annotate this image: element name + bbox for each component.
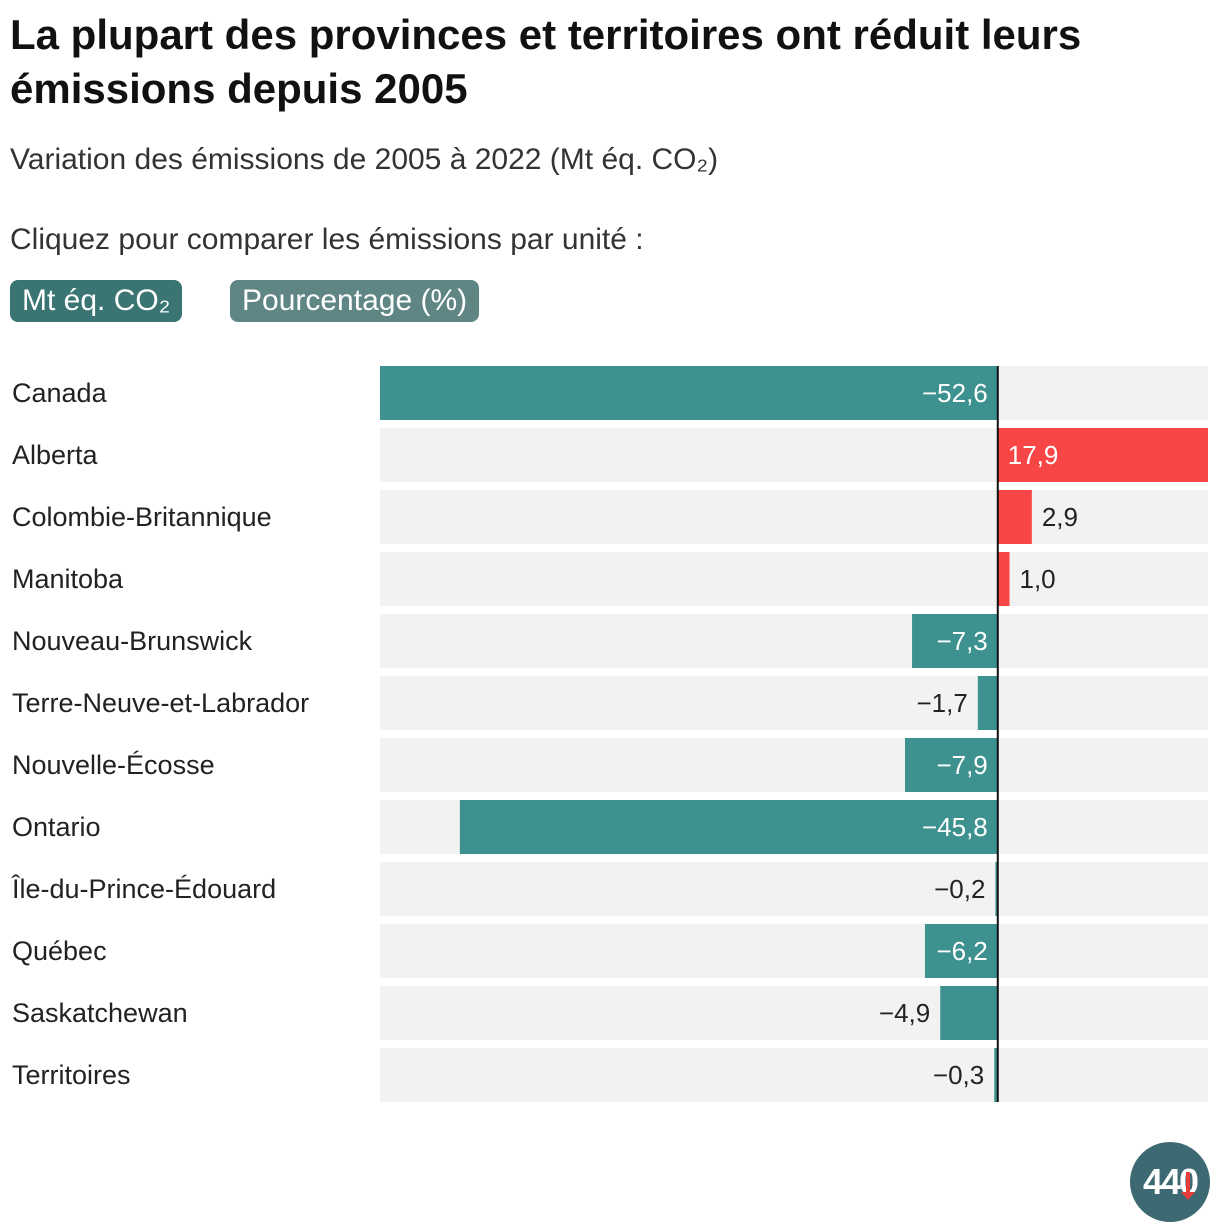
category-label: Territoires [12, 1060, 131, 1090]
data-label: 2,9 [1042, 502, 1078, 532]
data-label: 1,0 [1020, 564, 1056, 594]
data-label: −45,8 [922, 812, 988, 842]
bar-track [380, 552, 1208, 606]
category-label: Alberta [12, 440, 99, 470]
unit-mt-button[interactable]: Mt éq. CO₂ [10, 280, 183, 322]
bar [924, 924, 998, 978]
bar-track [380, 490, 1208, 544]
bar [995, 862, 998, 916]
bar [977, 676, 998, 730]
data-label: −0,3 [933, 1060, 984, 1090]
data-label: −7,9 [936, 750, 987, 780]
bar [997, 490, 1032, 544]
bar-track [380, 676, 1208, 730]
bar-track [380, 738, 1208, 792]
bar-track [380, 924, 1208, 978]
bar [940, 986, 998, 1040]
bar [997, 552, 1010, 606]
data-label: −4,9 [879, 998, 930, 1028]
category-label: Île-du-Prince-Édouard [11, 873, 276, 904]
category-label: Terre-Neuve-et-Labrador [12, 688, 309, 718]
category-label: Ontario [12, 812, 101, 842]
category-label: Québec [12, 936, 107, 966]
data-label: −1,7 [916, 688, 967, 718]
data-label: −6,2 [936, 936, 987, 966]
data-label: −52,6 [922, 378, 988, 408]
bar [459, 800, 998, 854]
category-label: Manitoba [12, 564, 124, 594]
bar-track [380, 1048, 1208, 1102]
bar-track [380, 614, 1208, 668]
category-label: Nouveau-Brunswick [12, 626, 253, 656]
logo-badge: 440 [1130, 1142, 1210, 1222]
category-label: Nouvelle-Écosse [12, 750, 215, 780]
category-label: Canada [12, 378, 108, 408]
chart-title: La plupart des provinces et territoires … [10, 11, 1082, 112]
bar [994, 1048, 998, 1102]
down-arrow-icon [1181, 1172, 1195, 1200]
data-label: −0,2 [934, 874, 985, 904]
bar [997, 428, 1208, 482]
data-label: −7,3 [936, 626, 987, 656]
category-label: Colombie-Britannique [12, 502, 272, 532]
bar [912, 614, 998, 668]
bar-track [380, 986, 1208, 1040]
bar [904, 738, 998, 792]
unit-instruction: Cliquez pour comparer les émissions par … [10, 223, 644, 256]
bar [380, 366, 998, 420]
bar-track [380, 862, 1208, 916]
data-label: 17,9 [1008, 440, 1059, 470]
unit-percent-button[interactable]: Pourcentage (%) [230, 280, 480, 322]
chart-subtitle: Variation des émissions de 2005 à 2022 (… [10, 143, 719, 176]
logo-text: 440 [1142, 1161, 1199, 1202]
category-label: Saskatchewan [12, 998, 188, 1028]
